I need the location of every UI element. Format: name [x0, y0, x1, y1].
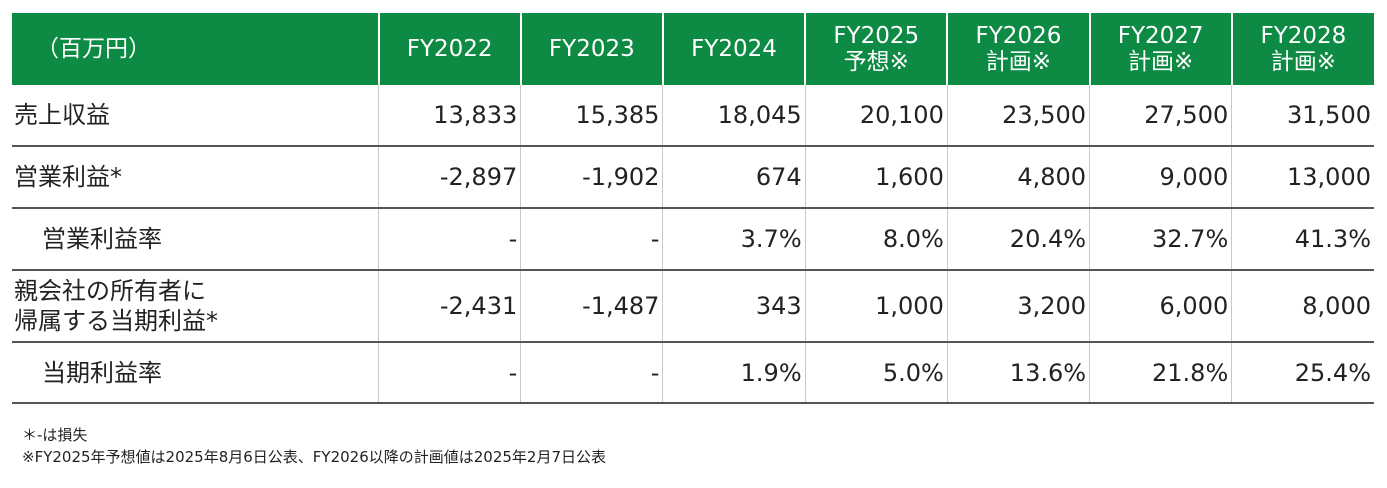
table-cell: 3.7%: [662, 208, 806, 271]
table-cell: 41.3%: [1231, 208, 1374, 271]
table-row: 営業利益* -2,897 -1,902 674 1,600 4,800 9,00…: [12, 146, 1374, 209]
table-cell: -2,897: [378, 146, 521, 209]
row-label: 親会社の所有者に 帰属する当期利益*: [12, 270, 379, 343]
column-header-fy2028: FY2028 計画※: [1230, 13, 1374, 85]
column-header-fy2023: FY2023: [519, 13, 663, 85]
table-cell: -1,487: [520, 270, 663, 343]
row-label: 当期利益率: [12, 342, 379, 404]
table-cell: 5.0%: [804, 342, 948, 404]
column-header-fy2025: FY2025 予想※: [804, 13, 948, 85]
table-cell: 8,000: [1231, 270, 1374, 343]
table-cell: 13,000: [1231, 146, 1374, 209]
column-header-fy2024: FY2024: [661, 13, 806, 85]
table-cell: 20.4%: [946, 208, 1090, 271]
table-cell: -: [378, 208, 521, 271]
table-cell: 6,000: [1089, 270, 1232, 343]
table-cell: -: [520, 342, 663, 404]
table-cell: 32.7%: [1089, 208, 1232, 271]
table-row: 売上収益 13,833 15,385 18,045 20,100 23,500 …: [12, 85, 1374, 147]
header-row: （百万円） FY2022 FY2023 FY2024 FY2025 予想※ FY2…: [12, 13, 1374, 85]
table-cell: 13.6%: [946, 342, 1090, 404]
table-cell: 3,200: [946, 270, 1090, 343]
table-cell: 13,833: [378, 85, 521, 147]
row-label: 営業利益率: [12, 208, 379, 271]
row-label: 営業利益*: [12, 146, 379, 209]
table-cell: 27,500: [1089, 85, 1232, 147]
row-label-line-1: 親会社の所有者に: [14, 277, 206, 305]
column-header-fy2022: FY2022: [377, 13, 521, 85]
column-header-fy2027: FY2027 計画※: [1088, 13, 1232, 85]
table-cell: 31,500: [1231, 85, 1374, 147]
table-cell: 25.4%: [1231, 342, 1374, 404]
table-cell: -2,431: [378, 270, 521, 343]
table-cell: 9,000: [1089, 146, 1232, 209]
table-cell: 674: [662, 146, 806, 209]
footnotes: ＊-は損失 ※FY2025年予想値は2025年8月6日公表、FY2026以降の計…: [22, 424, 606, 468]
column-header-fy2026: FY2026 計画※: [946, 13, 1090, 85]
table-cell: 15,385: [520, 85, 663, 147]
unit-label: （百万円）: [12, 13, 379, 85]
table-cell: 8.0%: [804, 208, 948, 271]
table-header: （百万円） FY2022 FY2023 FY2024 FY2025 予想※ FY2…: [12, 13, 1374, 85]
table-cell: 23,500: [946, 85, 1090, 147]
table-cell: 1.9%: [662, 342, 806, 404]
table-row: 当期利益率 - - 1.9% 5.0% 13.6% 21.8% 25.4%: [12, 342, 1374, 404]
table-row: 営業利益率 - - 3.7% 8.0% 20.4% 32.7% 41.3%: [12, 208, 1374, 271]
financial-table: （百万円） FY2022 FY2023 FY2024 FY2025 予想※ FY2…: [12, 13, 1374, 404]
table-row: 親会社の所有者に 帰属する当期利益* -2,431 -1,487 343 1,00…: [12, 270, 1374, 343]
footnote-loss: ＊-は損失: [22, 426, 88, 444]
table-cell: 1,000: [804, 270, 948, 343]
table-cell: 4,800: [946, 146, 1090, 209]
table-cell: -1,902: [520, 146, 663, 209]
table-cell: 21.8%: [1089, 342, 1232, 404]
table-cell: 343: [662, 270, 806, 343]
table-cell: 18,045: [662, 85, 806, 147]
table-cell: -: [520, 208, 663, 271]
table-cell: -: [378, 342, 521, 404]
table-cell: 20,100: [804, 85, 948, 147]
row-label-line-2: 帰属する当期利益*: [14, 307, 218, 335]
table-cell: 1,600: [804, 146, 948, 209]
row-label: 売上収益: [12, 85, 379, 147]
footnote-disclosure: ※FY2025年予想値は2025年8月6日公表、FY2026以降の計画値は202…: [22, 448, 607, 466]
